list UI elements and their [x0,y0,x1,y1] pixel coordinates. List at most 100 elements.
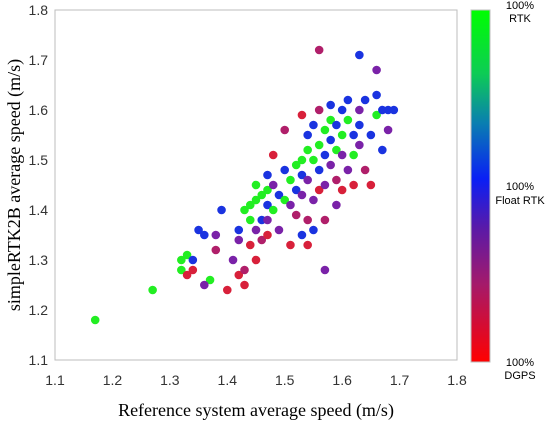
data-point [268,150,278,160]
colorbar-float-pct: 100% [506,181,534,193]
data-point [349,180,358,190]
data-point [309,195,318,205]
data-point [200,280,209,290]
colorbar-dgps-pct: 100% [506,357,534,369]
data-point [211,230,221,240]
x-tick-label: 1.4 [218,372,238,388]
data-point [188,255,198,265]
data-point [314,45,324,55]
data-point [177,255,186,265]
data-point [320,150,330,160]
data-point [343,115,353,125]
data-point [320,265,330,275]
data-point [217,205,226,215]
data-point [320,125,330,135]
data-point [291,185,301,195]
data-point [337,185,347,195]
y-tick-label: 1.2 [29,302,49,318]
data-point [251,225,261,235]
data-point [268,180,278,190]
y-tick-labels: 1.1 1.2 1.3 1.4 1.5 1.6 1.7 1.8 [29,2,49,368]
x-axis-label: Reference system average speed (m/s) [118,400,394,421]
data-point [355,105,364,115]
data-point [286,240,295,250]
x-tick-label: 1.3 [160,372,180,388]
data-point [297,170,307,180]
data-point [383,125,393,135]
colorbar-dgps-name: DGPS [504,370,535,382]
plot-area [54,9,458,361]
data-point [337,130,347,140]
data-point [177,265,186,275]
x-tick-label: 1.2 [103,372,123,388]
data-point [240,265,249,275]
data-point [326,115,335,125]
data-point [314,165,324,175]
data-point [251,255,261,265]
y-tick-label: 1.4 [29,202,49,218]
data-point [280,165,290,175]
data-point [211,245,221,255]
data-point [343,95,353,105]
data-point [263,185,272,195]
data-point [286,200,295,210]
y-tick-label: 1.7 [29,52,49,68]
data-point [268,205,278,215]
data-point [320,180,330,190]
data-point [372,110,381,120]
data-point [355,120,364,130]
data-point [286,175,295,185]
data-point [90,315,100,325]
data-point [303,130,312,140]
data-point [222,285,232,295]
data-point [263,200,272,210]
data-point [314,185,324,195]
data-point [360,95,370,105]
colorbar-rtk-name: RTK [509,13,531,25]
y-tick-label: 1.8 [29,2,49,18]
data-point [332,145,341,155]
y-tick-label: 1.3 [29,252,49,268]
data-point [257,235,267,245]
data-point [297,190,307,200]
plot-frame [54,9,458,361]
data-point [234,225,244,235]
colorbar-gradient [470,9,491,363]
data-point [303,240,312,250]
data-point [303,175,312,185]
data-point [263,170,272,180]
data-point [280,125,290,135]
colorbar-float-name: Float RTK [495,195,545,207]
x-tick-label: 1.6 [332,372,352,388]
data-point [355,50,364,60]
data-point [297,110,307,120]
data-point [245,240,255,250]
colorbar: 100% RTK 100% Float RTK 100% DGPS [470,0,545,382]
colorbar-rtk-pct: 100% [506,0,534,12]
data-point [297,230,307,240]
data-point [291,160,301,170]
data-point [349,130,358,140]
data-point [366,130,376,140]
data-point [240,280,249,290]
data-point [349,150,358,160]
data-point [320,215,330,225]
data-point [309,155,318,165]
data-point [251,180,261,190]
data-point [228,255,238,265]
data-point [366,180,376,190]
data-point [263,230,272,240]
data-point [263,215,272,225]
x-tick-label: 1.5 [275,372,295,388]
data-point [355,140,364,150]
data-point [360,165,370,175]
data-point [332,200,341,210]
x-tick-label: 1.8 [447,372,467,388]
data-point [194,225,203,235]
data-point [297,155,307,165]
data-point [245,200,255,210]
data-point [309,120,318,130]
data-point [234,270,244,280]
data-point [148,285,157,295]
